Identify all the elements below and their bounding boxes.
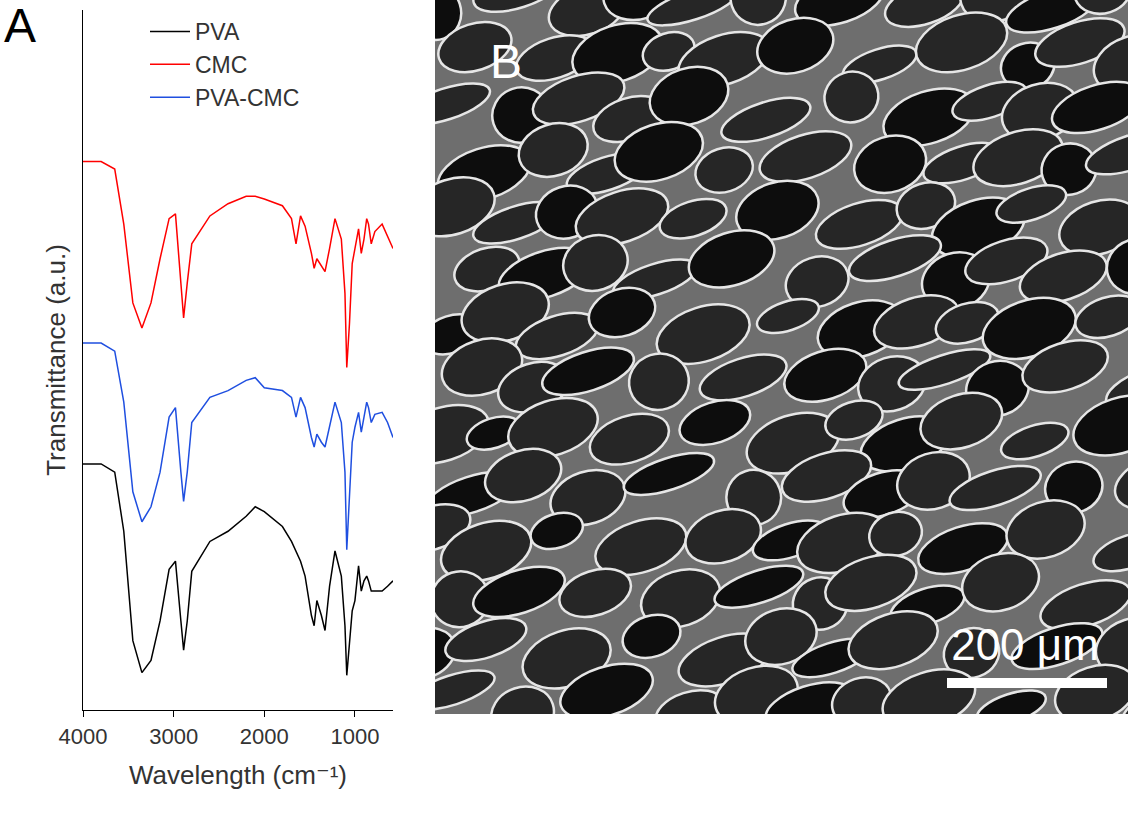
html-text:A: A bbox=[4, 0, 36, 52]
svg-text:Transmittance (a.u.): Transmittance (a.u.) bbox=[41, 244, 71, 476]
svg-text:CMC: CMC bbox=[195, 52, 247, 78]
svg-text:PVA: PVA bbox=[195, 19, 240, 45]
svg-text:200 μm: 200 μm bbox=[951, 620, 1099, 669]
svg-text:1000: 1000 bbox=[330, 724, 379, 749]
svg-text:PVA-CMC: PVA-CMC bbox=[195, 85, 299, 111]
svg-text:2000: 2000 bbox=[240, 724, 289, 749]
svg-text:4000: 4000 bbox=[59, 724, 108, 749]
svg-text:B: B bbox=[490, 35, 522, 88]
svg-text:3000: 3000 bbox=[149, 724, 198, 749]
svg-text:Wavelength (cm⁻¹): Wavelength (cm⁻¹) bbox=[129, 760, 347, 790]
